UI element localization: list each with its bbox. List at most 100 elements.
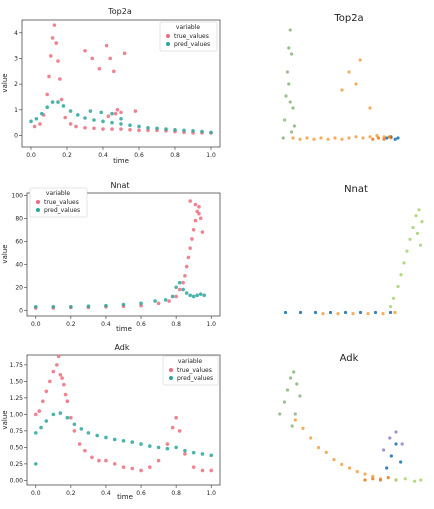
data-point-true-values xyxy=(197,211,201,216)
data-point-true-values xyxy=(90,56,94,61)
embedding-point xyxy=(287,46,291,50)
data-point-true-values xyxy=(83,48,87,53)
plot-frame xyxy=(26,192,221,317)
data-point-true-values xyxy=(188,199,192,203)
data-point-true-values xyxy=(97,66,102,71)
data-point-true-values xyxy=(63,115,67,120)
data-point-true-values xyxy=(193,218,198,223)
x-tick-label: 0.8 xyxy=(171,490,181,497)
embedding-point xyxy=(293,418,297,422)
embedding-point xyxy=(403,477,407,481)
data-point-true-values xyxy=(148,465,152,469)
data-point-pred-values xyxy=(195,293,199,298)
legend: variable true_values pred_values xyxy=(29,187,88,218)
embedding-point xyxy=(399,460,403,464)
data-point-pred-values xyxy=(65,415,70,420)
chart-title: Nnat xyxy=(110,181,129,190)
embedding-point xyxy=(402,261,406,265)
data-point-true-values xyxy=(108,56,112,61)
data-point-true-values xyxy=(209,468,214,473)
embedding-point xyxy=(313,310,318,315)
data-point-true-values xyxy=(58,372,63,377)
data-point-true-values xyxy=(112,69,116,74)
data-point-pred-values xyxy=(104,435,108,440)
data-point-true-values xyxy=(139,468,143,473)
embedding-point xyxy=(326,137,330,141)
data-point-pred-values xyxy=(128,123,132,127)
embedding-point xyxy=(278,412,282,416)
embedding-point xyxy=(385,136,389,140)
data-point-true-values xyxy=(44,389,49,394)
legend-marker-true xyxy=(36,200,40,204)
y-tick-label: 0 xyxy=(19,307,23,314)
y-axis-label: value xyxy=(1,410,9,429)
legend-box xyxy=(159,21,218,52)
data-point-pred-values xyxy=(45,105,49,110)
data-point-pred-values xyxy=(51,305,56,309)
embedding-point xyxy=(361,136,365,140)
y-tick-label: 40 xyxy=(15,261,23,268)
y-tick-label: 60 xyxy=(15,238,23,245)
legend-title: variable xyxy=(178,358,203,365)
data-point-pred-values xyxy=(95,433,99,438)
embedding-point xyxy=(283,310,288,315)
data-point-pred-values xyxy=(130,440,135,444)
data-point-true-values xyxy=(156,458,161,463)
legend-entry-pred: pred_values xyxy=(174,41,210,48)
embedding-point xyxy=(285,70,289,74)
data-point-pred-values xyxy=(34,116,39,121)
data-point-pred-values xyxy=(51,412,56,417)
data-point-true-values xyxy=(110,127,114,131)
embedding-point xyxy=(399,273,403,277)
x-tick-label: 0.4 xyxy=(98,152,108,159)
chart-title: Top2a xyxy=(107,7,132,16)
data-point-true-values xyxy=(59,97,64,102)
embedding-point xyxy=(396,284,400,289)
embedding-point xyxy=(368,106,372,110)
data-point-true-values xyxy=(40,399,45,403)
chart-nnat: Nnat 0.0 0.2 0.4 0.6 0.8 1.0 0 20 40 60 80 100 time… xyxy=(1,181,221,333)
data-point-true-values xyxy=(90,455,94,460)
embedding-point xyxy=(378,478,383,482)
embedding-point xyxy=(291,106,295,110)
data-point-pred-values xyxy=(137,124,141,129)
data-point-true-values xyxy=(130,466,135,471)
legend-entry-true: true_values xyxy=(177,367,212,374)
data-point-true-values xyxy=(112,462,117,466)
data-point-true-values xyxy=(55,363,59,367)
data-point-pred-values xyxy=(200,452,205,456)
embedding-adk: Adk xyxy=(278,353,423,483)
data-point-pred-values xyxy=(209,130,213,135)
data-point-pred-values xyxy=(202,293,207,298)
data-point-pred-values xyxy=(191,450,196,455)
data-point-true-values xyxy=(113,111,118,116)
data-point-pred-values xyxy=(156,445,161,450)
data-point-true-values xyxy=(146,128,150,133)
x-tick-label: 1.0 xyxy=(206,490,216,497)
data-point-pred-values xyxy=(39,425,43,430)
data-point-true-values xyxy=(58,77,62,81)
data-point-pred-values xyxy=(177,280,182,285)
data-point-pred-values xyxy=(110,120,114,125)
y-tick-label: 4 xyxy=(14,30,18,37)
data-point-true-values xyxy=(65,399,70,403)
embedding-point xyxy=(321,312,325,316)
data-point-true-values xyxy=(181,280,185,285)
embedding-point xyxy=(298,394,302,398)
data-point-true-values xyxy=(156,301,161,306)
data-point-true-values xyxy=(190,237,194,241)
data-point-true-values xyxy=(165,442,170,446)
data-point-true-values xyxy=(184,264,189,269)
legend-marker-true xyxy=(169,368,173,372)
data-point-pred-values xyxy=(33,431,38,435)
embedding-point xyxy=(298,137,302,141)
data-point-pred-values xyxy=(119,122,123,126)
data-point-pred-values xyxy=(191,294,196,299)
data-point-pred-values xyxy=(104,303,108,308)
chart-top2a: Top2a 0.0 0.2 0.4 0.6 0.8 1.0 0 1 2 3 4 time value… xyxy=(1,7,221,165)
embedding-point xyxy=(319,136,323,140)
embedding-point xyxy=(373,310,378,315)
embedding-point xyxy=(382,137,386,141)
y-tick-label: 80 xyxy=(15,215,23,222)
data-point-true-values xyxy=(115,107,120,112)
